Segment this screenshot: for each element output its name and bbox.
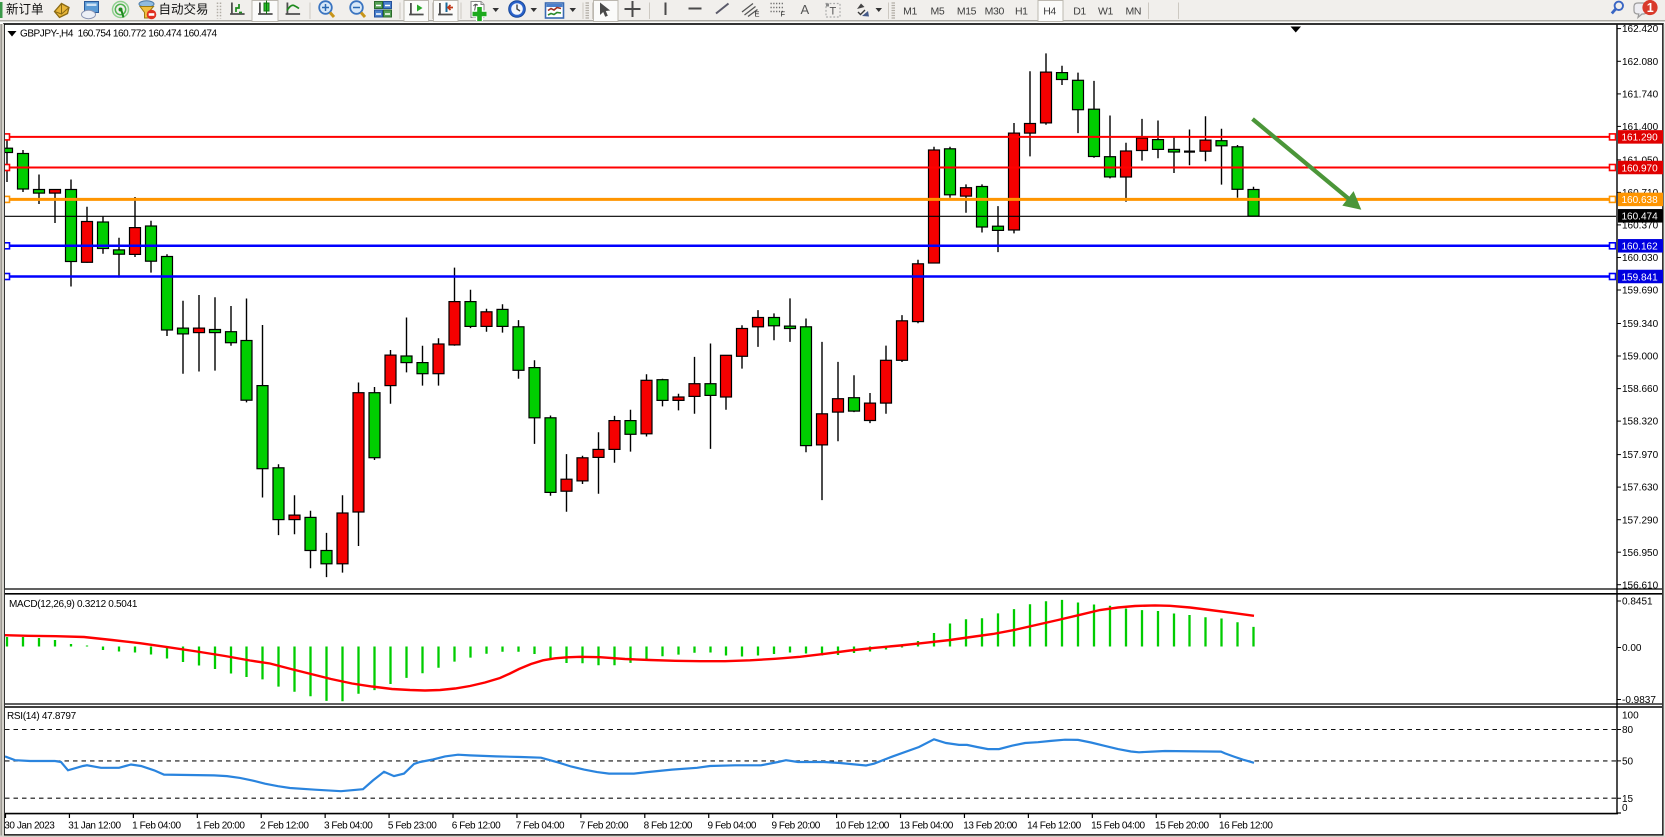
svg-text:MACD(12,26,9) 0.3212 0.5041: MACD(12,26,9) 0.3212 0.5041 — [9, 599, 138, 610]
svg-text:159.340: 159.340 — [1622, 319, 1659, 330]
svg-text:9 Feb 04:00: 9 Feb 04:00 — [708, 821, 757, 832]
svg-text:160.970: 160.970 — [1622, 163, 1659, 174]
svg-text:T: T — [830, 6, 837, 18]
svg-text:159.841: 159.841 — [1622, 272, 1659, 283]
svg-text:16 Feb 12:00: 16 Feb 12:00 — [1219, 821, 1273, 832]
svg-text:7 Feb 04:00: 7 Feb 04:00 — [516, 821, 565, 832]
svg-text:1: 1 — [1647, 1, 1654, 15]
svg-text:100: 100 — [1622, 710, 1639, 721]
svg-text:M5: M5 — [931, 6, 945, 18]
svg-text:162.420: 162.420 — [1622, 24, 1659, 35]
svg-text:10 Feb 12:00: 10 Feb 12:00 — [835, 821, 889, 832]
svg-text:156.610: 156.610 — [1622, 580, 1659, 591]
svg-text:157.290: 157.290 — [1622, 515, 1659, 526]
svg-text:7 Feb 20:00: 7 Feb 20:00 — [580, 821, 629, 832]
svg-text:GBPJPY-,H4 160.754 160.772 16: GBPJPY-,H4 160.754 160.772 160.474 160.4… — [20, 29, 217, 40]
svg-text:159.690: 159.690 — [1622, 286, 1659, 297]
svg-text:M1: M1 — [903, 6, 917, 18]
svg-text:M15: M15 — [957, 6, 977, 18]
svg-text:157.630: 157.630 — [1622, 483, 1659, 494]
svg-text:0.8451: 0.8451 — [1622, 597, 1653, 608]
svg-text:1 Feb 20:00: 1 Feb 20:00 — [196, 821, 245, 832]
svg-text:156.950: 156.950 — [1622, 548, 1659, 559]
svg-text:158.660: 158.660 — [1622, 384, 1659, 395]
svg-text:15 Feb 20:00: 15 Feb 20:00 — [1155, 821, 1209, 832]
svg-text:8 Feb 12:00: 8 Feb 12:00 — [644, 821, 693, 832]
svg-text:50: 50 — [1622, 757, 1634, 768]
svg-text:160.370: 160.370 — [1622, 221, 1659, 232]
svg-text:0.00: 0.00 — [1622, 643, 1642, 654]
svg-text:160.162: 160.162 — [1622, 242, 1659, 253]
svg-text:31 Jan 12:00: 31 Jan 12:00 — [68, 821, 121, 832]
svg-text:15 Feb 04:00: 15 Feb 04:00 — [1091, 821, 1145, 832]
svg-text:H4: H4 — [1043, 6, 1056, 18]
svg-text:H1: H1 — [1015, 6, 1028, 18]
svg-text:A: A — [801, 2, 810, 17]
svg-text:W1: W1 — [1098, 6, 1114, 18]
svg-text:0: 0 — [1622, 803, 1628, 814]
svg-text:160.638: 160.638 — [1622, 195, 1659, 206]
svg-text:160.030: 160.030 — [1622, 253, 1659, 264]
svg-text:80: 80 — [1622, 725, 1634, 736]
svg-text:162.080: 162.080 — [1622, 57, 1659, 68]
svg-text:F: F — [781, 10, 786, 19]
svg-text:14 Feb 12:00: 14 Feb 12:00 — [1027, 821, 1081, 832]
svg-text:15: 15 — [1622, 794, 1634, 805]
svg-text:5 Feb 23:00: 5 Feb 23:00 — [388, 821, 437, 832]
svg-text:160.474: 160.474 — [1622, 212, 1659, 223]
svg-text:158.320: 158.320 — [1622, 417, 1659, 428]
svg-text:157.970: 157.970 — [1622, 450, 1659, 461]
svg-text:30 Jan 2023: 30 Jan 2023 — [4, 821, 55, 832]
svg-text:159.000: 159.000 — [1622, 352, 1659, 363]
svg-text:E: E — [755, 10, 760, 19]
svg-text:13 Feb 04:00: 13 Feb 04:00 — [899, 821, 953, 832]
svg-text:-0.9837: -0.9837 — [1622, 695, 1656, 706]
svg-text:161.400: 161.400 — [1622, 122, 1659, 133]
svg-text:M30: M30 — [985, 6, 1005, 18]
svg-text:6 Feb 12:00: 6 Feb 12:00 — [452, 821, 501, 832]
svg-text:9 Feb 20:00: 9 Feb 20:00 — [771, 821, 820, 832]
svg-text:MN: MN — [1126, 6, 1142, 18]
svg-text:1 Feb 04:00: 1 Feb 04:00 — [132, 821, 181, 832]
svg-text:3 Feb 04:00: 3 Feb 04:00 — [324, 821, 373, 832]
svg-text:2 Feb 12:00: 2 Feb 12:00 — [260, 821, 309, 832]
svg-text:13 Feb 20:00: 13 Feb 20:00 — [963, 821, 1017, 832]
svg-text:161.290: 161.290 — [1622, 133, 1659, 144]
svg-text:新订单: 新订单 — [6, 2, 44, 17]
svg-text:RSI(14) 47.8797: RSI(14) 47.8797 — [7, 711, 77, 722]
svg-text:D1: D1 — [1073, 6, 1086, 18]
svg-text:自动交易: 自动交易 — [159, 2, 209, 17]
svg-text:161.740: 161.740 — [1622, 90, 1659, 101]
